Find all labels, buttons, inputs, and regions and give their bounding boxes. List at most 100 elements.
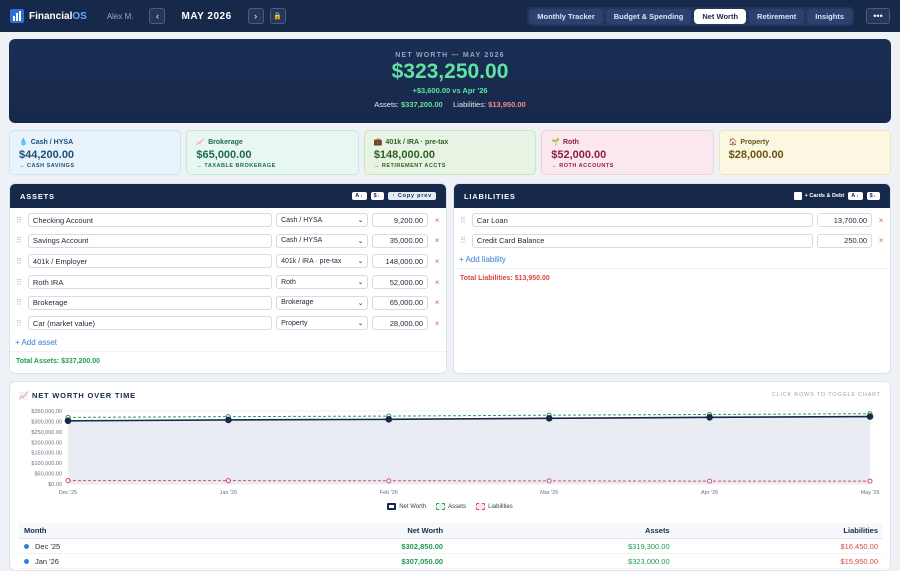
drag-handle-icon[interactable]: ⠿ — [460, 236, 466, 246]
prev-month-button[interactable]: ‹ — [149, 8, 166, 24]
asset-name-input[interactable]: Car (market value) — [27, 316, 273, 331]
legend-net-worth[interactable]: Net Worth — [387, 503, 426, 510]
asset-row: ⠿ Car (market value) Property ⌄ 28,000.00… — [10, 313, 446, 334]
next-month-button[interactable]: › — [247, 8, 264, 24]
liabilities-title: LIABILITIES — [464, 191, 516, 201]
more-menu-button[interactable]: ••• — [866, 8, 890, 24]
net-worth-delta: +$3,600.00 vs Apr '26 — [412, 86, 488, 95]
asset-amount-input[interactable]: 35,000.00 — [372, 233, 429, 248]
tab-budget-spending[interactable]: Budget & Spending — [605, 8, 692, 24]
delete-icon[interactable]: × — [878, 215, 884, 225]
table-row[interactable]: Jan '26 $307,050.00 $323,000.00 $15,950.… — [19, 553, 883, 569]
drag-handle-icon[interactable]: ⠿ — [16, 256, 22, 266]
asset-name-input[interactable]: 401k / Employer — [27, 254, 273, 269]
series-line-assets — [67, 413, 871, 418]
add-liability-button[interactable]: + Add liability — [459, 255, 506, 265]
asset-name-input[interactable]: Savings Account — [27, 233, 273, 248]
asset-name-input[interactable]: Checking Account — [27, 213, 273, 228]
row-assets: $319,300.00 — [448, 538, 675, 554]
asset-type-select[interactable]: Brokerage ⌄ — [276, 295, 369, 310]
hero-label: NET WORTH — MAY 2026 — [395, 52, 505, 59]
sort-az-button[interactable]: A↓ — [352, 192, 367, 200]
asset-name-input[interactable]: Brokerage — [27, 295, 273, 310]
asset-amount-input[interactable]: 65,000.00 — [372, 295, 429, 310]
asset-type-select[interactable]: Cash / HYSA ⌄ — [276, 213, 369, 228]
droplet-icon: 💧 — [19, 139, 28, 146]
liabilities-label: Liabilities: — [453, 100, 487, 109]
liability-amount-input[interactable]: 250.00 — [816, 233, 873, 248]
card-brokerage[interactable]: 📈 Brokerage $65,000.00 → TAXABLE BROKERAG… — [186, 130, 359, 175]
card-retirement[interactable]: 💼 401k / IRA · pre-tax $148,000.00 → RETI… — [363, 130, 537, 175]
tab-monthly-tracker[interactable]: Monthly Tracker — [529, 8, 603, 24]
app-logo[interactable]: FinancialOS — [10, 9, 87, 23]
legend-assets[interactable]: Assets — [436, 503, 466, 510]
drag-handle-icon[interactable]: ⠿ — [16, 215, 22, 225]
card-property[interactable]: 🏠 Property $28,000.00 — [718, 130, 892, 175]
table-header-row: Month Net Worth Assets Liabilities — [19, 523, 883, 539]
table-row[interactable]: Dec '25 $302,850.00 $319,300.00 $16,450.… — [19, 538, 883, 554]
row-month: Jan '26 — [35, 556, 59, 566]
x-tick-label: Feb '26 — [380, 490, 398, 496]
row-liabilities: $16,450.00 — [674, 538, 883, 554]
series-line-liabilities — [67, 480, 871, 482]
drag-handle-icon[interactable]: ⠿ — [16, 298, 22, 308]
delete-icon[interactable]: × — [434, 318, 440, 328]
legend-liabilities[interactable]: Liabilities — [476, 503, 513, 510]
data-point — [706, 414, 713, 421]
liabilities-panel: LIABILITIES + Cards & Debt A↓ $↓ ⠿ Car L… — [453, 183, 891, 374]
asset-type-select[interactable]: Property ⌄ — [276, 316, 369, 331]
asset-name-input[interactable]: Roth IRA — [27, 275, 273, 290]
drag-handle-icon[interactable]: ⠿ — [16, 236, 22, 246]
sort-az-button[interactable]: A↓ — [848, 192, 863, 200]
asset-amount-input[interactable]: 28,000.00 — [372, 316, 429, 331]
net-worth-hero: NET WORTH — MAY 2026 $323,250.00 +$3,600… — [9, 39, 891, 123]
bar-chart-icon — [10, 9, 24, 23]
asset-amount-input[interactable]: 52,000.00 — [372, 275, 429, 290]
lock-button[interactable]: 🔒 — [269, 8, 286, 24]
delete-icon[interactable]: × — [434, 236, 440, 246]
delete-icon[interactable]: × — [434, 256, 440, 266]
asset-amount-input[interactable]: 9,200.00 — [372, 213, 429, 228]
drag-handle-icon[interactable]: ⠿ — [16, 318, 22, 328]
card-title: Roth — [562, 138, 579, 146]
delete-icon[interactable]: × — [434, 298, 440, 308]
asset-type-select[interactable]: 401k / IRA · pre-tax ⌄ — [276, 254, 369, 269]
chevron-down-icon: ⌄ — [357, 258, 364, 266]
row-net-worth: $302,850.00 — [221, 538, 449, 554]
tab-retirement[interactable]: Retirement — [749, 8, 805, 24]
drag-handle-icon[interactable]: ⠿ — [16, 277, 22, 287]
asset-amount-input[interactable]: 148,000.00 — [372, 254, 429, 269]
card-roth[interactable]: 🌱 Roth $52,000.00 → ROTH ACCOUNTS — [541, 130, 714, 175]
cards-debt-toggle[interactable]: + Cards & Debt — [793, 192, 844, 200]
card-sub: → RETIREMENT ACCTS — [373, 163, 446, 169]
row-toggle-dot[interactable] — [24, 558, 29, 564]
drag-handle-icon[interactable]: ⠿ — [460, 215, 466, 225]
asset-row: ⠿ Checking Account Cash / HYSA ⌄ 9,200.00… — [10, 210, 446, 231]
delete-icon[interactable]: × — [434, 215, 440, 225]
tab-net-worth[interactable]: Net Worth — [694, 8, 747, 24]
liabilities-header: LIABILITIES + Cards & Debt A↓ $↓ — [454, 184, 890, 208]
sort-amount-button[interactable]: $↓ — [866, 192, 880, 200]
asset-type-select[interactable]: Cash / HYSA ⌄ — [276, 233, 369, 248]
chart-title: 📈 NET WORTH OVER TIME — [19, 391, 136, 400]
app-name-accent: OS — [72, 10, 87, 22]
card-cash[interactable]: 💧 Cash / HYSA $44,200.00 → CASH SAVINGS — [9, 130, 182, 175]
delete-icon[interactable]: × — [434, 277, 440, 287]
checkbox[interactable] — [793, 192, 802, 200]
net-worth-value: $323,250.00 — [391, 60, 509, 83]
copy-prev-button[interactable]: ↑ Copy prev — [388, 192, 436, 200]
x-tick-label: Apr '26 — [701, 490, 718, 496]
liability-amount-input[interactable]: 13,700.00 — [816, 213, 873, 228]
tab-insights[interactable]: Insights — [807, 8, 852, 24]
row-toggle-dot[interactable] — [24, 543, 29, 549]
sort-amount-button[interactable]: $↓ — [370, 192, 385, 200]
card-sub: → TAXABLE BROKERAGE — [196, 163, 276, 169]
net-worth-area — [68, 416, 870, 484]
chart-hint: CLICK ROWS TO TOGGLE CHART — [771, 392, 881, 398]
asset-type-select[interactable]: Roth ⌄ — [276, 275, 369, 290]
delete-icon[interactable]: × — [878, 236, 884, 246]
liability-name-input[interactable]: Credit Card Balance — [471, 233, 813, 248]
liability-name-input[interactable]: Car Loan — [471, 213, 813, 228]
add-asset-button[interactable]: + Add asset — [15, 337, 58, 347]
assets-value: $337,200.00 — [400, 100, 443, 109]
